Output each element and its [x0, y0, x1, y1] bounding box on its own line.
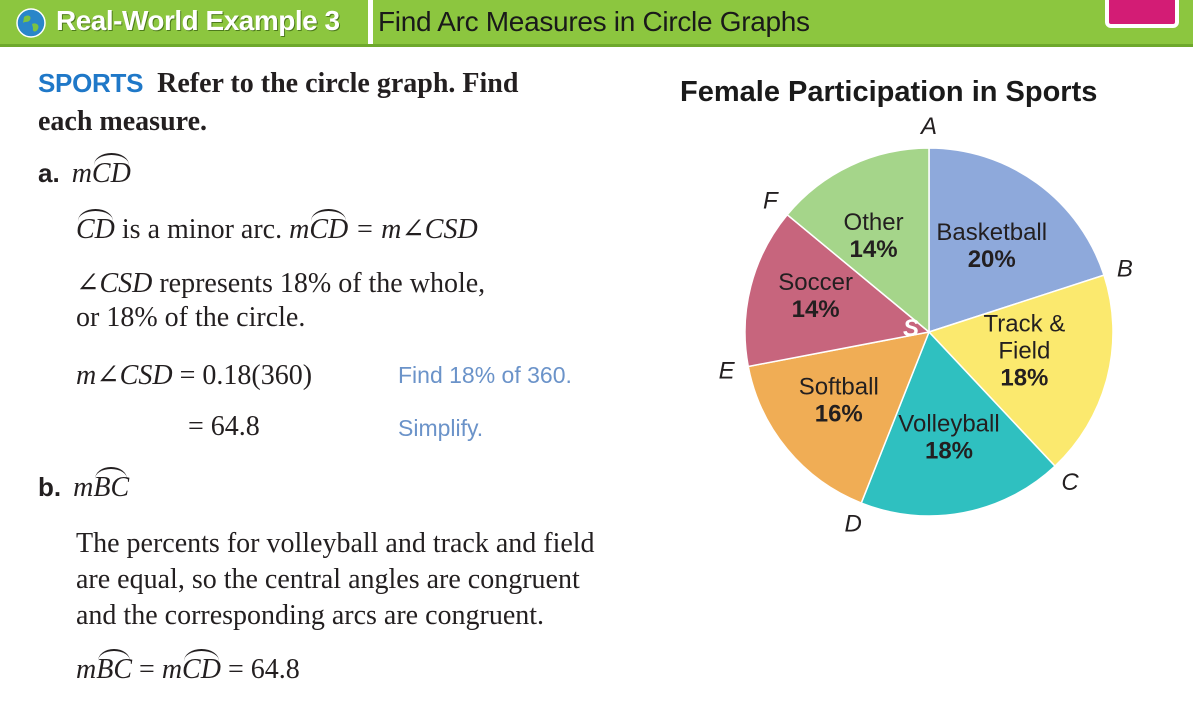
slice-percent: 16% — [815, 401, 863, 428]
result-eq2: = 64.8 — [220, 654, 300, 685]
point-label-c: C — [1061, 469, 1079, 496]
slice-label: Volleyball — [898, 410, 999, 437]
intro-paragraph: SPORTS Refer to the circle graph. Find — [38, 68, 518, 100]
slice-label: Softball — [799, 374, 879, 401]
part-b-para-2: are equal, so the central angles are con… — [76, 564, 580, 595]
part-a-step-1: m∠CSD = 0.18(360) — [76, 358, 312, 392]
step1-note: Find 18% of 360. — [398, 362, 572, 388]
pie-slice-other — [786, 147, 930, 334]
part-b-result: mBC = mCD = 64.8 — [76, 649, 300, 686]
slice-label: Field — [998, 338, 1050, 365]
result-m1: m — [76, 654, 97, 685]
slice-label: Basketball — [936, 219, 1047, 246]
point-label-a: A — [919, 113, 937, 140]
header-divider — [368, 0, 373, 44]
angle-csd-1: = m∠CSD — [348, 214, 478, 245]
slice-percent: 14% — [850, 236, 898, 263]
angle-csd-2: ∠CSD — [76, 268, 153, 299]
chart-title: Female Participation in Sports — [680, 76, 1098, 108]
pie-slice-track-field — [927, 274, 1114, 468]
corner-tab-icon — [1105, 0, 1179, 28]
step2-note: Simplify. — [398, 415, 484, 441]
slice-label: Track & — [983, 311, 1065, 338]
part-b-para-1: The percents for volleyball and track an… — [76, 528, 595, 559]
part-a-arc: CD — [91, 153, 131, 189]
part-a-step-2: = 64.8 — [188, 411, 260, 442]
part-a-m: m — [71, 158, 92, 189]
slice-percent: 14% — [792, 296, 840, 323]
point-label-e: E — [719, 358, 736, 385]
pie-slice-softball — [747, 331, 931, 505]
part-b-label: b. — [38, 472, 62, 502]
part-a-heading: a. mCD — [38, 153, 131, 190]
pie-slice-volleyball — [860, 330, 1057, 517]
point-label-f: F — [763, 188, 779, 215]
example-header: Real-World Example 3 Find Arc Measures i… — [0, 0, 1193, 47]
part-b-arc: BC — [93, 467, 130, 503]
result-m2: m — [161, 654, 183, 685]
slice-label: Soccer — [778, 269, 853, 296]
represents-text: represents 18% of the whole, — [152, 268, 486, 299]
arc-cd-1: CD — [76, 209, 115, 245]
part-b-para-3: and the corresponding arcs are congruent… — [76, 600, 545, 631]
part-a-line-1: CD is a minor arc. mCD = m∠CSD — [76, 209, 478, 246]
minor-arc-text: is a minor arc. — [114, 214, 290, 245]
center-label: S — [903, 315, 919, 342]
example-label: Real-World Example 3 — [56, 5, 340, 36]
pie-slice-basketball — [928, 147, 1105, 334]
step1-rhs: = 0.18(360) — [172, 360, 313, 391]
result-arc-cd: CD — [182, 649, 221, 685]
intro-text-1: Refer to the circle graph. Find — [157, 68, 519, 99]
arc-m: m — [289, 214, 310, 245]
slice-percent: 20% — [968, 246, 1016, 273]
step1-lhs: m∠CSD — [76, 360, 173, 391]
sports-tag: SPORTS — [38, 68, 144, 98]
part-b-m: m — [73, 472, 94, 503]
part-a-label: a. — [38, 158, 60, 188]
part-a-line-3: or 18% of the circle. — [76, 302, 306, 333]
intro-text-2: each measure. — [38, 106, 207, 137]
slice-label: Other — [844, 209, 904, 236]
point-label-b: B — [1117, 255, 1133, 282]
example-title: Find Arc Measures in Circle Graphs — [378, 6, 810, 37]
slice-percent: 18% — [1000, 365, 1048, 392]
arc-cd-2: CD — [309, 209, 349, 245]
result-arc-bc: BC — [96, 649, 133, 685]
globe-icon — [16, 8, 46, 38]
slice-percent: 18% — [925, 437, 973, 464]
part-b-heading: b. mBC — [38, 467, 130, 504]
point-label-d: D — [844, 511, 861, 538]
part-a-line-2: ∠CSD represents 18% of the whole, — [76, 266, 485, 300]
result-eq1: = — [132, 654, 162, 685]
pie-slice-soccer — [744, 213, 931, 368]
